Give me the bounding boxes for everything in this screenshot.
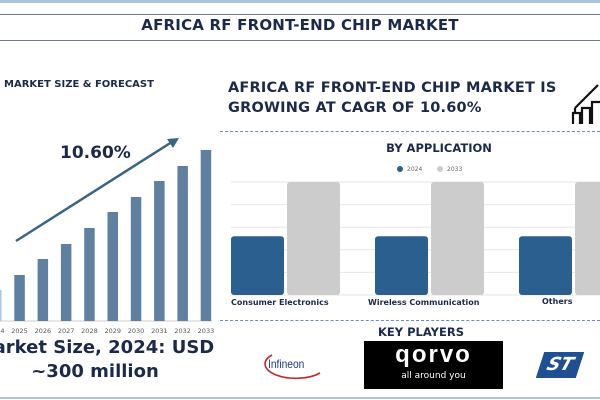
market-size-line: Market Size, 2024: USD: [0, 337, 215, 358]
bar: [375, 236, 428, 295]
bar: [60, 244, 72, 321]
dashed-divider: [220, 320, 600, 321]
house-chart-icon: [571, 84, 600, 124]
logo-text: ST: [544, 354, 577, 375]
bar: [177, 166, 188, 321]
infineon-logo: Infineon: [262, 350, 322, 380]
legend-swatch-2024: [397, 166, 403, 172]
headline: AFRICA RF FRONT-END CHIP MARKET IS GROWI…: [228, 78, 557, 118]
logo-tagline: all around you: [401, 371, 466, 381]
market-size-line: ~300 million: [31, 361, 159, 382]
page-title: AFRICA RF FRONT-END CHIP MARKET: [141, 16, 459, 34]
bar: [200, 150, 212, 321]
bottom-band: [0, 397, 600, 399]
bar: [575, 182, 600, 295]
st-logo: ST: [535, 352, 585, 378]
section-label: MARKET SIZE & FORECAST: [4, 79, 154, 90]
legend-label: 2033: [447, 166, 463, 173]
legend-swatch-2033: [437, 166, 443, 172]
bar: [107, 212, 118, 321]
bar: [231, 236, 284, 295]
dashed-divider: [220, 131, 600, 132]
arrow-head-icon: [167, 138, 179, 148]
x-tick-label: 2028: [81, 327, 98, 335]
market-size-text: Market Size, 2024: USD ~300 million: [0, 336, 220, 384]
x-tick-label: 2030: [128, 327, 145, 335]
divider: [0, 14, 600, 15]
x-tick-label: 2024: [0, 327, 5, 335]
bar: [431, 182, 484, 295]
bar: [130, 197, 142, 321]
qorvo-logo: qorvo all around you: [364, 341, 503, 389]
chart-title: BY APPLICATION: [386, 141, 492, 155]
x-tick-label: 2031: [151, 327, 168, 335]
category-label: Wireless Communication: [368, 298, 480, 307]
top-band: [0, 0, 600, 3]
bar: [37, 259, 49, 321]
x-tick-label: 2027: [58, 327, 75, 335]
bar: [287, 182, 340, 295]
divider: [0, 40, 600, 41]
legend-label: 2024: [407, 166, 423, 173]
x-tick-label: 2025: [11, 327, 28, 335]
headline-line: GROWING AT CAGR OF 10.60%: [228, 100, 482, 116]
cagr-label: 10.60%: [60, 143, 131, 163]
logo-text: Infineon: [268, 357, 305, 371]
x-tick-label: 2032: [174, 327, 191, 335]
bar: [519, 236, 572, 295]
bar: [84, 228, 95, 321]
headline-line: AFRICA RF FRONT-END CHIP MARKET IS: [228, 80, 557, 96]
key-players-title: KEY PLAYERS: [378, 325, 464, 339]
category-label: Consumer Electronics: [231, 298, 329, 307]
x-tick-label: 2033: [198, 327, 215, 335]
bar: [154, 181, 165, 321]
x-tick-label: 2029: [104, 327, 121, 335]
x-tick-label: 2026: [35, 327, 52, 335]
application-bar-chart: [231, 181, 600, 296]
growth-arrow: [15, 138, 176, 243]
logo-text: qorvo: [395, 341, 472, 368]
forecast-bar-chart: 2024 2025 2026 2027 2028 2029 2030 2031 2032 2033: [0, 138, 215, 335]
bar: [14, 275, 25, 321]
category-label: Others: [542, 297, 573, 306]
bar: [0, 290, 2, 321]
